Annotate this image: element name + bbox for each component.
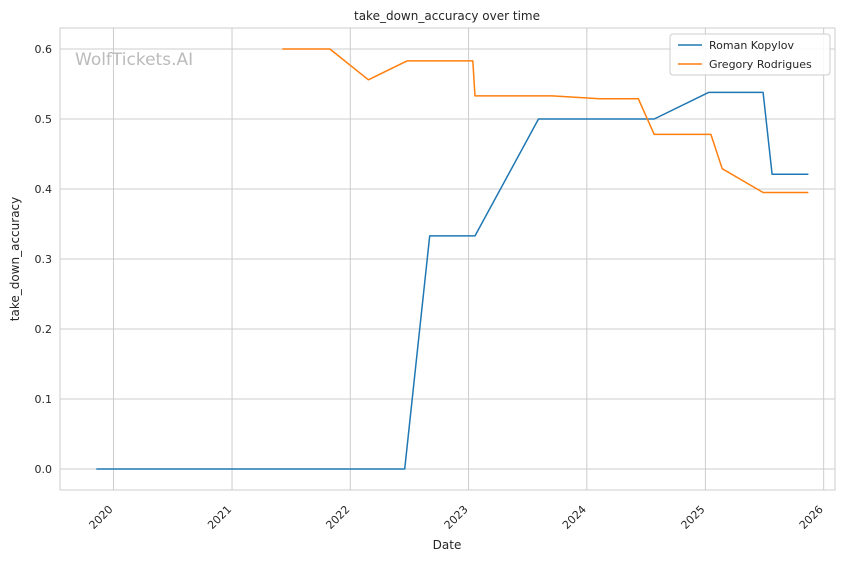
- y-axis-ticks: 0.0 0.1 0.2 0.3 0.4 0.5 0.6: [35, 43, 53, 476]
- y-tick-label: 0.6: [35, 43, 53, 56]
- x-axis-label: Date: [433, 538, 462, 552]
- watermark: WolfTickets.AI: [75, 50, 193, 70]
- series-lines: [96, 48, 809, 470]
- grid: [60, 28, 835, 490]
- legend-label-roman-kopylov: Roman Kopylov: [709, 39, 794, 52]
- y-tick-label: 0.0: [35, 463, 53, 476]
- series-line-gregory-rodrigues: [282, 48, 809, 194]
- y-axis-label: take_down_accuracy: [8, 197, 22, 321]
- series-line-roman-kopylov: [96, 91, 809, 470]
- legend-label-gregory-rodrigues: Gregory Rodrigues: [709, 58, 812, 71]
- chart-title: take_down_accuracy over time: [354, 9, 540, 23]
- y-tick-label: 0.4: [35, 183, 53, 196]
- y-tick-label: 0.2: [35, 323, 53, 336]
- legend: Roman Kopylov Gregory Rodrigues: [669, 33, 831, 76]
- plot-frame: [59, 27, 836, 491]
- y-tick-label: 0.3: [35, 253, 53, 266]
- legend-box: [669, 33, 831, 76]
- y-tick-label: 0.1: [35, 393, 53, 406]
- y-tick-label: 0.5: [35, 113, 53, 126]
